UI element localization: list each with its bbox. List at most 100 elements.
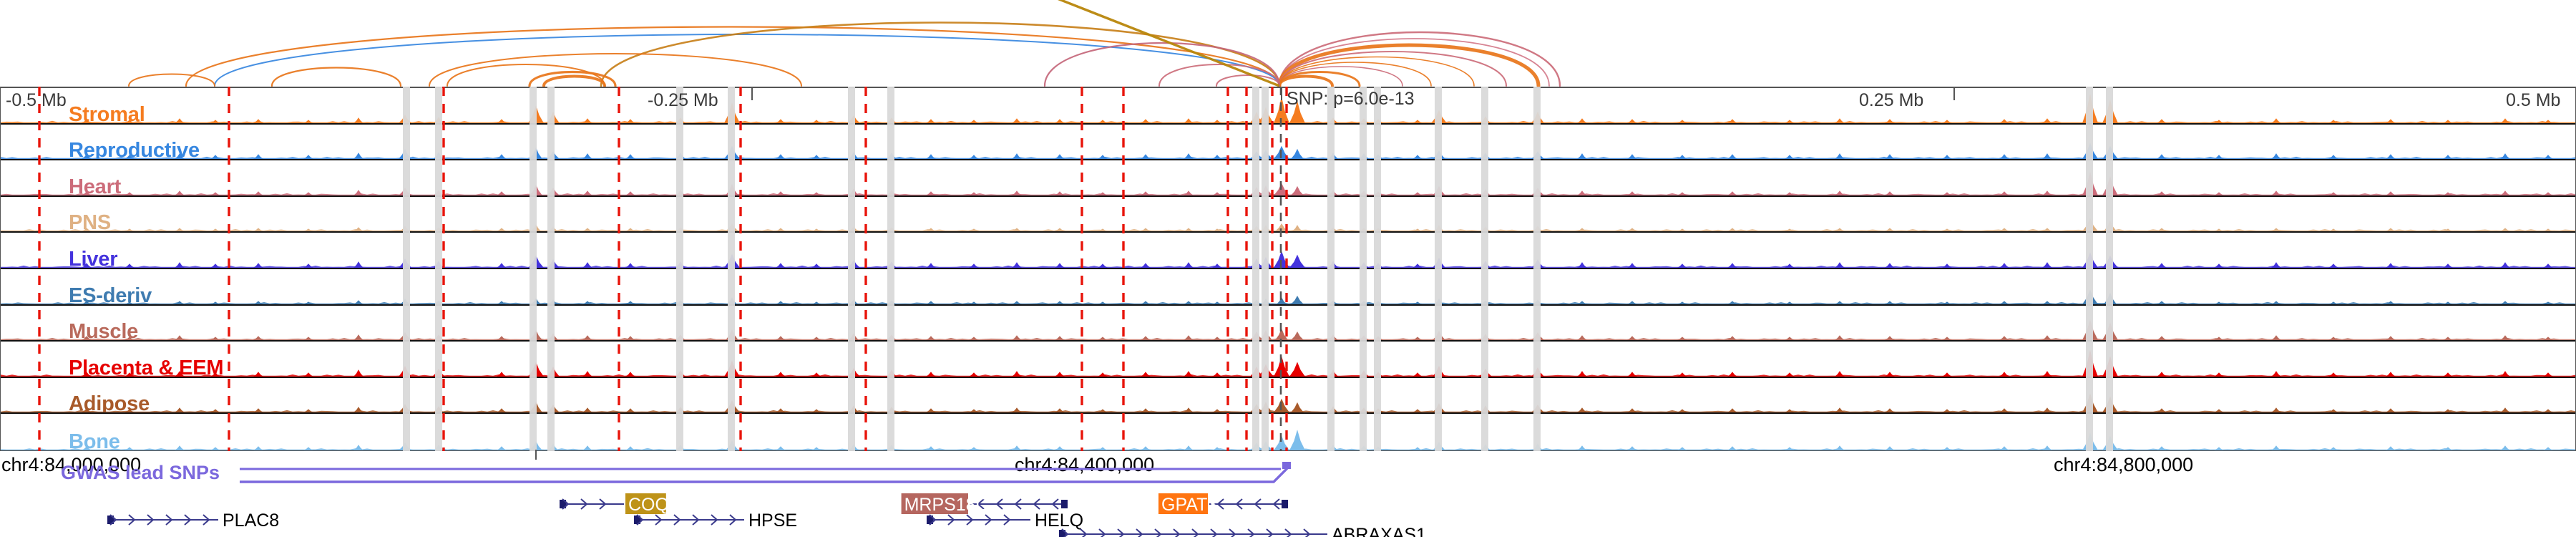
signal-peak [1291, 295, 1304, 304]
interaction-arc [1158, 64, 1280, 87]
signal-peak [2214, 155, 2224, 160]
signal-peak [1274, 183, 1289, 195]
signal-peak [2157, 336, 2167, 341]
signal-peak [926, 228, 936, 232]
signal-peak [1835, 153, 1845, 160]
gene-label[interactable]: COQ2 [628, 495, 679, 515]
signal-peak [969, 263, 979, 268]
gene-exon-block [927, 516, 933, 524]
signal-peak [1259, 150, 1272, 160]
gene-strand-arrow [1303, 528, 1311, 537]
interaction-arc [1279, 38, 1550, 87]
signal-peak [1677, 228, 1687, 232]
signal-peak [2214, 192, 2224, 195]
signal-peak [2386, 300, 2396, 304]
signal-peak [1359, 369, 1369, 377]
gene-exon-block [634, 516, 640, 524]
signal-track-liver[interactable]: Liver [1, 233, 2575, 269]
signal-track-heart[interactable]: Heart [1, 160, 2575, 197]
signal-peak [887, 445, 897, 450]
signal-peak [969, 119, 979, 123]
signal-peak [528, 362, 544, 377]
signal-peak [125, 192, 135, 195]
gene-strand-arrow [1033, 498, 1040, 510]
signal-peak [1289, 362, 1305, 377]
signal-peak [675, 407, 686, 413]
gene-label[interactable]: HPSE [748, 511, 797, 531]
signal-track-adipose[interactable]: Adipose [1, 378, 2575, 415]
signal-peak [2500, 335, 2510, 341]
signal-peak [1184, 117, 1194, 123]
signal-peak [1885, 228, 1895, 232]
signal-peak [1012, 262, 1022, 268]
signal-peak [1141, 446, 1151, 450]
signal-peak [1942, 301, 1952, 304]
signal-peak [1999, 154, 2009, 160]
signal-peak [2543, 337, 2553, 341]
signal-peak [811, 337, 821, 341]
signal-peak [210, 447, 220, 450]
signal-peak [2543, 409, 2553, 413]
gene-strand-arrow [1235, 498, 1243, 510]
gene-strand-arrow [165, 514, 173, 526]
signal-peak [353, 445, 364, 450]
signal-track-placenta-eem[interactable]: Placenta & EEM [1, 342, 2575, 378]
signal-track-es-deriv[interactable]: ES-deriv [1, 269, 2575, 306]
signal-peak [2157, 446, 2167, 450]
signal-peak [1677, 119, 1687, 123]
signal-peak [528, 105, 544, 123]
signal-peak [776, 154, 786, 160]
gene-strand-arrow [599, 498, 607, 510]
signal-peak [926, 154, 936, 160]
signal-peak [582, 335, 592, 341]
signal-peak [434, 152, 444, 160]
signal-peak [1885, 263, 1895, 268]
track-label-muscle: Muscle [69, 320, 139, 342]
signal-peak [2082, 349, 2098, 377]
signal-peak [2082, 142, 2098, 160]
signal-peak [434, 334, 444, 341]
signal-peak [1835, 190, 1845, 195]
gene-name-highlight-box [1158, 493, 1208, 514]
signal-peak [2500, 117, 2510, 123]
signal-peak [1141, 336, 1151, 341]
signal-track-pns[interactable]: PNS [1, 197, 2575, 233]
signal-peak [2271, 190, 2281, 195]
signal-peak [1577, 300, 1587, 304]
signal-track-reproductive[interactable]: Reproductive [1, 125, 2575, 161]
signal-peak [175, 370, 185, 377]
signal-peak [2543, 155, 2553, 160]
signal-peak [1292, 225, 1302, 232]
signal-peak [2271, 335, 2281, 341]
gwas-lead-snp-marker[interactable] [1282, 462, 1291, 469]
track-label-placenta-eem: Placenta & EEM [69, 356, 224, 378]
signal-peak [1433, 331, 1445, 341]
signal-peak [969, 372, 979, 377]
signal-peak [1479, 368, 1492, 377]
interaction-arc [270, 67, 402, 87]
signal-peak [724, 360, 740, 377]
signal-peak [1055, 408, 1065, 413]
signal-track-muscle[interactable]: Muscle [1, 306, 2575, 342]
gene-label[interactable]: GPAT3 [1161, 495, 1217, 515]
axis-tick-label: 0.5 Mb [2506, 90, 2561, 110]
signal-peak [726, 223, 738, 232]
gene-label[interactable]: HELQ [1035, 511, 1083, 531]
signal-track-bone[interactable]: Bone [1, 414, 2575, 450]
signal-peak [1577, 335, 1587, 341]
gene-label[interactable]: MRPS18C [904, 495, 989, 515]
gene-label[interactable]: ABRAXAS1 [1332, 525, 1426, 537]
signal-peak [1289, 254, 1305, 268]
signal-peak [353, 261, 364, 268]
gene-label[interactable]: PLAC8 [223, 511, 279, 531]
signal-peak [1359, 335, 1369, 341]
long-range-interaction-line [1058, 0, 1280, 87]
interaction-arc [1277, 43, 1541, 87]
signal-peak [1480, 188, 1491, 195]
signal-peak [847, 259, 860, 268]
signal-peak [625, 228, 635, 232]
signal-peak [1413, 228, 1423, 232]
signal-peak [2543, 372, 2553, 377]
track-label-liver: Liver [69, 247, 118, 269]
gene-exon-block [1061, 500, 1068, 508]
